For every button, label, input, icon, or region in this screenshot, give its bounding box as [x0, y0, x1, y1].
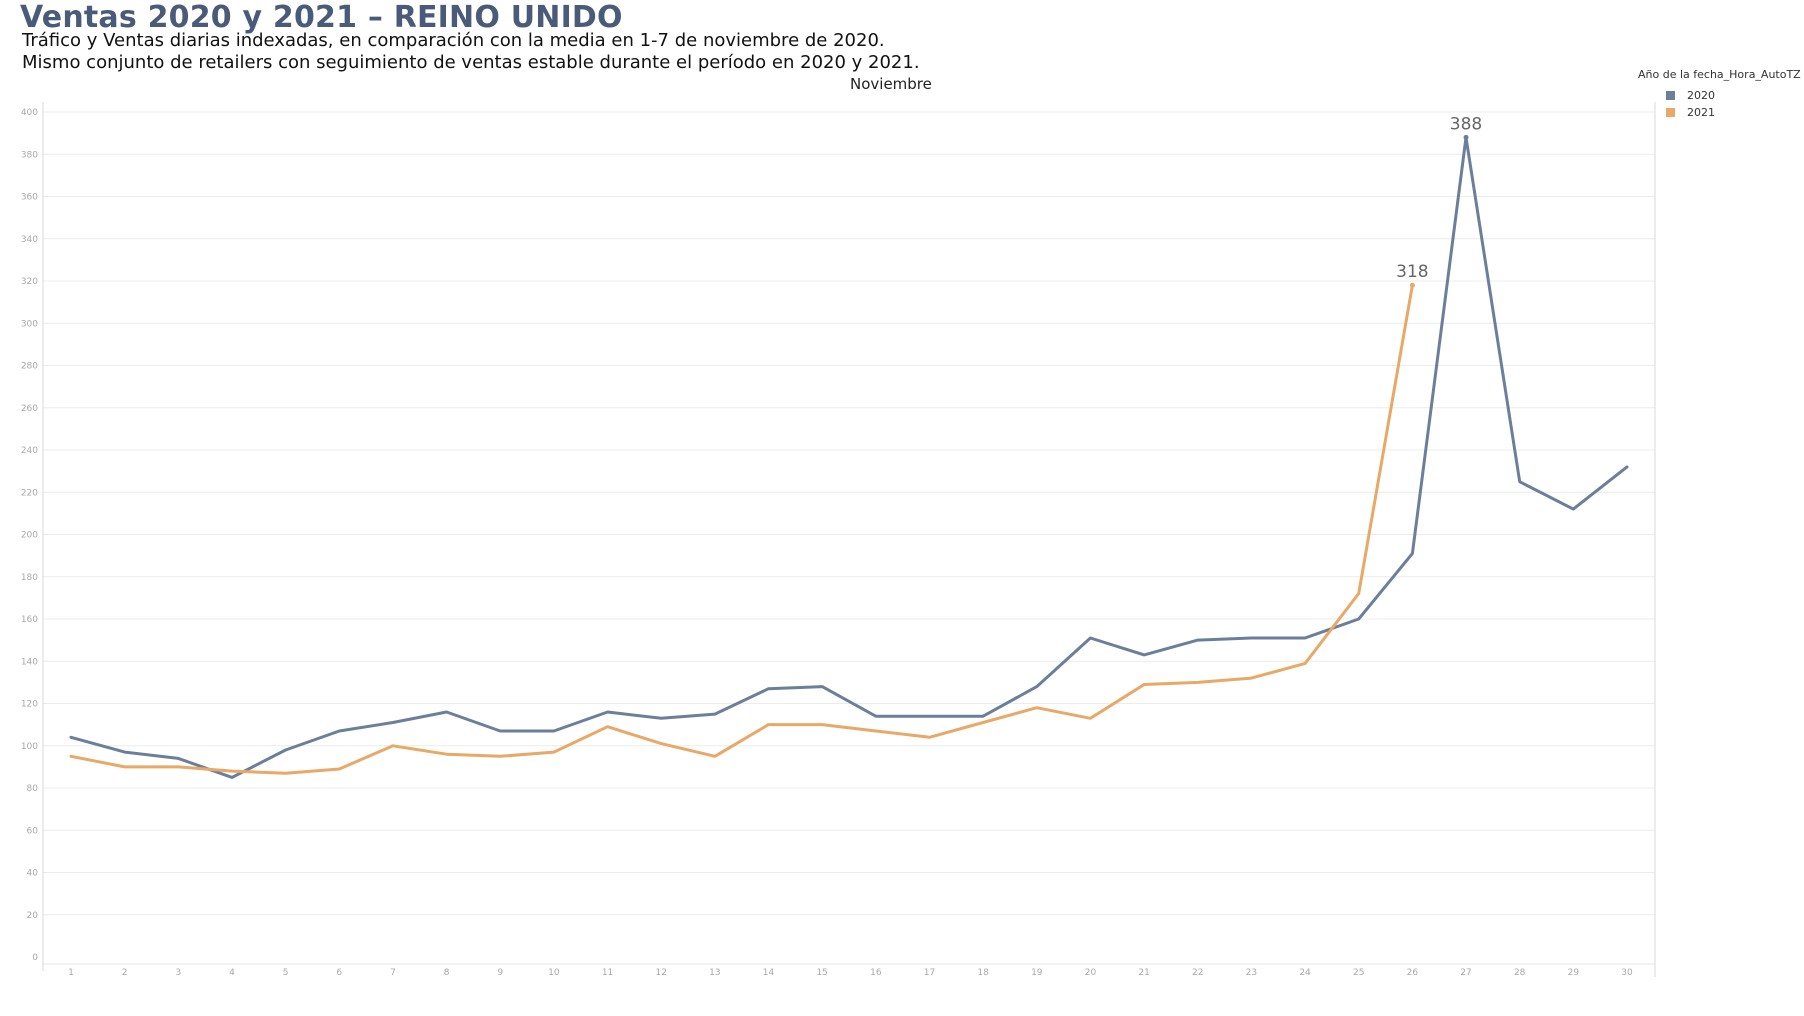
- y-tick-label: 200: [21, 531, 38, 541]
- x-tick-label: 1: [68, 968, 74, 978]
- y-tick-label: 280: [21, 362, 38, 372]
- y-tick-label: 40: [27, 869, 39, 879]
- x-tick-label: 11: [602, 968, 613, 978]
- legend-label-2021: 2021: [1687, 106, 1715, 119]
- x-tick-label: 9: [497, 968, 503, 978]
- gridlines: [43, 111, 1655, 916]
- y-tick-label: 20: [27, 911, 39, 921]
- x-tick-label: 12: [655, 968, 666, 978]
- x-tick-label: 19: [1031, 968, 1043, 978]
- x-tick-label: 14: [763, 968, 775, 978]
- x-tick-label: 2: [122, 968, 128, 978]
- y-tick-label: 60: [27, 826, 39, 836]
- page-title: Ventas 2020 y 2021 – REINO UNIDO: [20, 0, 623, 35]
- y-tick-label: 180: [21, 573, 38, 583]
- chart-title: Noviembre: [850, 75, 932, 93]
- legend-swatch-2021: [1666, 108, 1675, 117]
- subtitle-line-2: Mismo conjunto de retailers con seguimie…: [22, 52, 920, 73]
- y-tick-label: 0: [32, 953, 38, 963]
- subtitle-line-1: Tráfico y Ventas diarias indexadas, en c…: [22, 30, 885, 51]
- x-tick-label: 22: [1192, 968, 1203, 978]
- x-tick-label: 27: [1460, 968, 1471, 978]
- legend-swatch-2020: [1666, 91, 1675, 100]
- x-tick-label: 6: [336, 968, 342, 978]
- x-tick-label: 5: [283, 968, 289, 978]
- y-tick-label: 380: [21, 150, 38, 160]
- x-tick-label: 21: [1138, 968, 1149, 978]
- axes: [42, 102, 1656, 977]
- data-point-2021: [1409, 282, 1415, 288]
- legend-item-2020[interactable]: 2020: [1666, 87, 1804, 104]
- x-tick-label: 16: [870, 968, 882, 978]
- y-tick-label: 260: [21, 404, 38, 414]
- y-tick-label: 80: [27, 784, 39, 794]
- y-axis-ticks: 0 20 40 60 80 100 120 140 160 180 200 220 240 260 280 3…: [21, 108, 38, 963]
- x-tick-label: 20: [1085, 968, 1097, 978]
- x-tick-label: 4: [229, 968, 235, 978]
- x-tick-label: 3: [175, 968, 181, 978]
- y-tick-label: 320: [21, 277, 38, 287]
- x-tick-label: 23: [1246, 968, 1257, 978]
- series-line-2020: [69, 135, 1629, 779]
- x-tick-label: 8: [444, 968, 450, 978]
- y-tick-label: 340: [21, 235, 38, 245]
- y-tick-label: 220: [21, 488, 38, 498]
- series-line-2021: [69, 283, 1414, 775]
- x-tick-label: 24: [1299, 968, 1311, 978]
- data-labels: 388 318: [1396, 114, 1482, 288]
- x-tick-label: 7: [390, 968, 396, 978]
- legend-title: Año de la fecha_Hora_AutoTZ: [1638, 68, 1801, 81]
- legend-item-2021[interactable]: 2021: [1666, 104, 1804, 121]
- x-tick-label: 15: [816, 968, 827, 978]
- data-label-2021: 318: [1396, 262, 1428, 282]
- x-tick-label: 18: [977, 968, 989, 978]
- y-tick-label: 240: [21, 446, 38, 456]
- x-tick-label: 30: [1621, 968, 1633, 978]
- legend-label-2020: 2020: [1687, 89, 1715, 102]
- x-tick-label: 29: [1568, 968, 1580, 978]
- x-axis-ticks: 1 2 3 4 5 6 7 8 9 10 11 12 13 14 15 16 17 18 19 20 21 22 23 24 2…: [68, 968, 1633, 978]
- y-tick-label: 120: [21, 700, 38, 710]
- y-tick-label: 400: [21, 108, 38, 118]
- x-tick-label: 10: [548, 968, 560, 978]
- legend: Año de la fecha_Hora_AutoTZ 2020 2021: [1638, 68, 1804, 121]
- x-tick-label: 28: [1514, 968, 1526, 978]
- series-lines: [69, 135, 1629, 779]
- y-tick-label: 300: [21, 319, 38, 329]
- y-tick-label: 360: [21, 193, 38, 203]
- x-tick-label: 26: [1407, 968, 1419, 978]
- y-tick-label: 140: [21, 657, 38, 667]
- x-tick-label: 13: [709, 968, 720, 978]
- x-tick-label: 25: [1353, 968, 1364, 978]
- data-point-2020: [1463, 134, 1469, 140]
- x-tick-label: 17: [924, 968, 935, 978]
- data-label-2020: 388: [1450, 114, 1482, 134]
- y-tick-label: 100: [21, 742, 38, 752]
- y-tick-label: 160: [21, 615, 38, 625]
